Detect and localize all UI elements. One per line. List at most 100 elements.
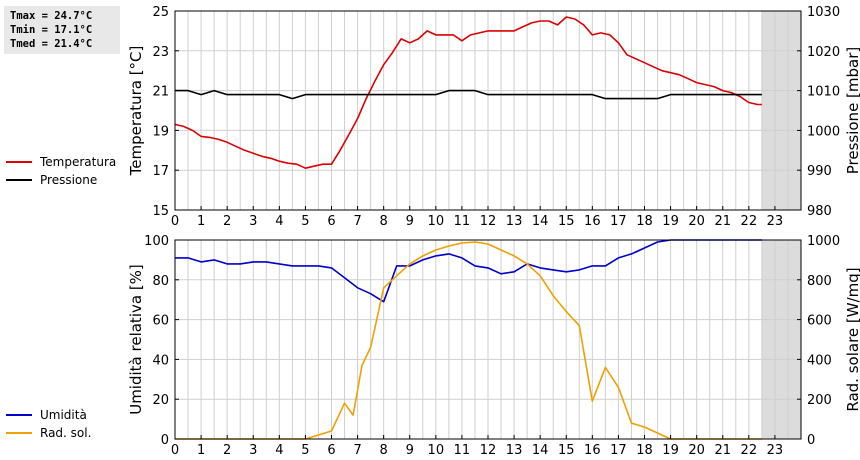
x-tick-label: 16 [584, 443, 601, 458]
y-tick-label: 80 [152, 274, 169, 289]
y-tick-label: 25 [152, 5, 169, 20]
x-tick-label: 3 [249, 214, 257, 229]
y-tick-label: 20 [152, 393, 169, 408]
x-tick-label: 4 [275, 443, 283, 458]
y2-tick-label: 990 [807, 164, 832, 179]
legend-swatch-pressione [6, 179, 32, 181]
legend-top: Temperatura Pressione [6, 153, 116, 189]
x-tick-label: 11 [454, 443, 471, 458]
x-tick-label: 1 [197, 214, 205, 229]
x-tick-label: 5 [301, 443, 309, 458]
x-tick-label: 14 [532, 443, 549, 458]
y-axis-title: Umidità relativa [%] [127, 264, 145, 415]
x-tick-label: 19 [662, 443, 679, 458]
x-tick-label: 15 [558, 443, 575, 458]
chart-panel-0: 0 1 2 3 4 5 6 7 8 9 10 11 12 13 14 15 16 17 18 19 20 21 22 2315… [127, 5, 860, 229]
x-tick-label: 21 [714, 443, 731, 458]
legend-label-pressione: Pressione [40, 173, 98, 187]
y2-axis-title: Rad. solare [W/mq] [844, 267, 860, 411]
legend-bottom: Umidità Rad. sol. [6, 406, 91, 442]
legend-item-umidita: Umidità [6, 406, 91, 424]
y-tick-label: 15 [152, 204, 169, 219]
x-tick-label: 20 [688, 214, 705, 229]
x-tick-label: 13 [506, 214, 523, 229]
x-tick-label: 8 [380, 214, 388, 229]
y2-tick-label: 1000 [807, 124, 840, 139]
legend-item-temperatura: Temperatura [6, 153, 116, 171]
x-tick-label: 6 [327, 214, 335, 229]
x-tick-label: 12 [480, 443, 497, 458]
x-tick-label: 2 [223, 214, 231, 229]
x-tick-label: 5 [301, 214, 309, 229]
legend-label-temperatura: Temperatura [40, 155, 117, 169]
x-tick-label: 22 [741, 443, 758, 458]
y2-tick-label: 200 [807, 393, 832, 408]
x-tick-label: 17 [610, 214, 627, 229]
x-tick-label: 2 [223, 443, 231, 458]
x-tick-label: 0 [171, 443, 179, 458]
x-tick-label: 6 [327, 443, 335, 458]
x-tick-label: 22 [741, 214, 758, 229]
x-tick-label: 23 [767, 214, 784, 229]
y-tick-label: 0 [161, 433, 169, 448]
legend-item-rad-sol: Rad. sol. [6, 424, 91, 442]
y-tick-label: 19 [152, 124, 169, 139]
stats-box: Tmax = 24.7°C Tmin = 17.1°C Tmed = 21.4°… [4, 6, 120, 54]
stat-tmed: Tmed = 21.4°C [10, 38, 93, 50]
y-tick-label: 17 [152, 164, 169, 179]
x-tick-label: 19 [662, 214, 679, 229]
legend-swatch-umidita [6, 414, 32, 416]
x-tick-label: 18 [636, 443, 653, 458]
y2-tick-label: 1000 [807, 234, 840, 249]
x-tick-label: 13 [506, 443, 523, 458]
y2-tick-label: 1030 [807, 5, 840, 20]
y2-tick-label: 0 [807, 433, 815, 448]
y-tick-label: 23 [152, 45, 169, 60]
stat-tmax: Tmax = 24.7°C [10, 10, 93, 22]
x-tick-label: 10 [428, 214, 445, 229]
x-tick-label: 23 [767, 443, 784, 458]
legend-item-pressione: Pressione [6, 171, 116, 189]
x-tick-label: 4 [275, 214, 283, 229]
x-tick-label: 11 [454, 214, 471, 229]
y2-tick-label: 1010 [807, 85, 840, 100]
legend-label-rad-sol: Rad. sol. [40, 426, 92, 440]
y-tick-label: 60 [152, 314, 169, 329]
series-line-umidit [175, 239, 762, 303]
x-tick-label: 16 [584, 214, 601, 229]
x-tick-label: 9 [406, 443, 414, 458]
x-tick-label: 12 [480, 214, 497, 229]
series-line-rad-sol [175, 241, 762, 440]
chart-panel-1: 0 1 2 3 4 5 6 7 8 9 10 11 12 13 14 15 16 17 18 19 20 21 22 2302… [127, 234, 860, 458]
x-tick-label: 3 [249, 443, 257, 458]
x-tick-label: 7 [353, 443, 361, 458]
y2-tick-label: 800 [807, 274, 832, 289]
legend-swatch-temperatura [6, 161, 32, 163]
y-axis-title: Temperatura [°C] [127, 46, 145, 177]
x-tick-label: 18 [636, 214, 653, 229]
y2-tick-label: 980 [807, 204, 832, 219]
series-line-temperatura [174, 16, 762, 169]
y2-axis-title: Pressione [mbar] [844, 47, 860, 175]
x-tick-label: 0 [171, 214, 179, 229]
y2-tick-label: 600 [807, 314, 832, 329]
series-line-pressione [175, 89, 762, 100]
stat-tmin: Tmin = 17.1°C [10, 24, 93, 36]
y-tick-label: 100 [144, 234, 169, 249]
x-tick-label: 15 [558, 214, 575, 229]
legend-label-umidita: Umidità [40, 408, 87, 422]
x-tick-label: 14 [532, 214, 549, 229]
x-tick-label: 21 [714, 214, 731, 229]
x-tick-label: 9 [406, 214, 414, 229]
legend-swatch-rad-sol [6, 432, 32, 434]
x-tick-label: 10 [428, 443, 445, 458]
x-tick-label: 17 [610, 443, 627, 458]
shaded-region [761, 240, 801, 439]
y-tick-label: 21 [152, 85, 169, 100]
shaded-region [761, 11, 801, 210]
y2-tick-label: 1020 [807, 45, 840, 60]
y-tick-label: 40 [152, 353, 169, 368]
x-tick-label: 1 [197, 443, 205, 458]
x-tick-label: 8 [380, 443, 388, 458]
